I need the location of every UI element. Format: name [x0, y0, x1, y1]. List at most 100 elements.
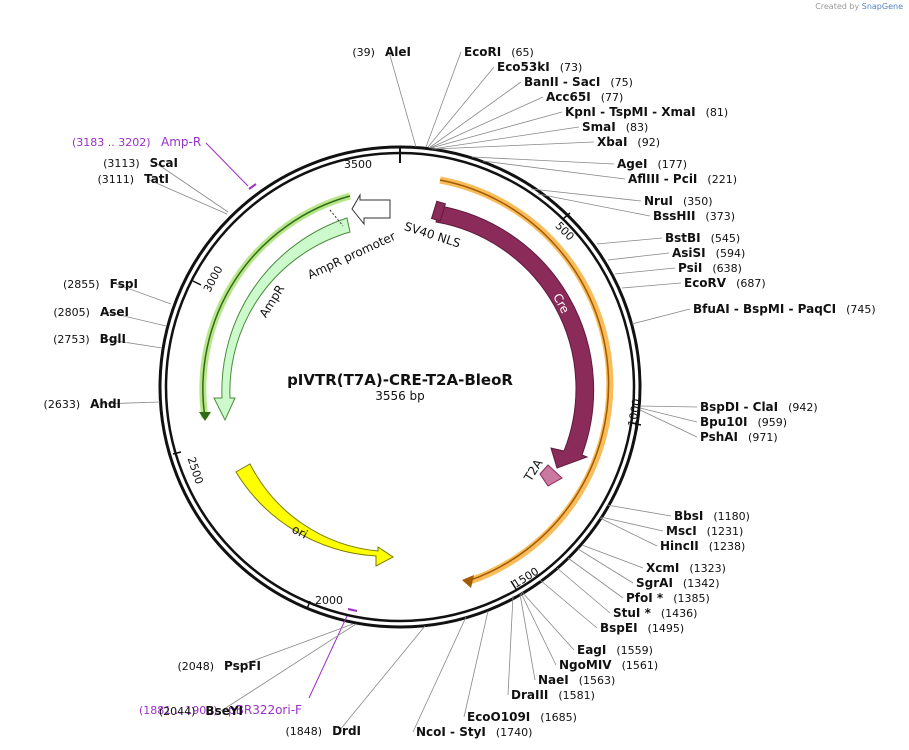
credit-prefix: Created by [815, 2, 860, 11]
enzyme-site[interactable]: Acc65I (77) [429, 90, 623, 149]
enzyme-leader-line [103, 338, 163, 349]
enzyme-site[interactable]: (2753) BglI [53, 332, 163, 349]
enzyme-site[interactable]: NcoI - StyI (1740) [412, 616, 532, 739]
enzyme-leader-line [431, 126, 580, 150]
feature-label-ori: ori [290, 522, 310, 542]
enzyme-site[interactable]: AflIII - PciI (221) [482, 160, 737, 186]
enzyme-label: EcoRI (65) [464, 45, 534, 59]
enzyme-name: EcoRV [684, 276, 727, 290]
enzyme-position: (745) [846, 303, 876, 316]
enzyme-site[interactable]: SmaI (83) [431, 120, 648, 150]
enzyme-site[interactable]: EcoO109I (1685) [463, 610, 577, 724]
enzyme-name: EagI [577, 643, 606, 657]
enzyme-site[interactable]: NaeI (1563) [519, 593, 615, 687]
enzyme-position: (3111) [97, 173, 134, 186]
enzyme-position: (3113) [103, 157, 140, 170]
enzyme-site[interactable]: (2048) PspFI [177, 623, 354, 673]
enzyme-site[interactable]: EcoRV (687) [621, 276, 766, 290]
enzyme-leader-line [146, 178, 228, 215]
enzyme-leader-line [600, 516, 664, 532]
enzyme-label: (3111) TatI [97, 172, 169, 186]
enzyme-site[interactable]: XbaI (92) [433, 135, 660, 150]
enzyme-position: (2805) [53, 306, 90, 319]
enzyme-name: MscI [666, 524, 697, 538]
enzyme-site[interactable]: PshAI (971) [639, 409, 778, 444]
enzyme-site[interactable]: KpnI - TspMI - XmaI (81) [430, 105, 728, 149]
enzyme-site[interactable]: (2805) AseI [53, 305, 167, 327]
enzyme-label: StuI * (1436) [613, 606, 697, 620]
enzyme-position: (373) [705, 210, 735, 223]
enzyme-site[interactable]: (2633) AhdI [44, 397, 161, 411]
enzyme-name: BssHII [653, 209, 695, 223]
tick-label: 1500 [510, 565, 541, 591]
enzyme-name: PfoI * [626, 591, 664, 605]
enzyme-name: AsiSI [672, 246, 706, 260]
enzyme-position: (545) [711, 232, 741, 245]
tick-label: 3000 [201, 264, 226, 295]
enzyme-site[interactable]: PsiI (638) [614, 261, 742, 275]
ampr-promoter-divider [329, 209, 344, 227]
enzyme-label: (3113) ScaI [103, 156, 178, 170]
enzyme-label: Bpu10I (959) [700, 415, 787, 429]
enzyme-position: (350) [683, 195, 713, 208]
enzyme-label: EcoO109I (1685) [467, 710, 577, 724]
enzyme-site[interactable]: MscI (1231) [600, 516, 743, 538]
enzyme-site[interactable]: EcoRI (65) [425, 45, 534, 148]
primer-amp-r[interactable]: (3183 .. 3202) Amp-R [72, 135, 257, 190]
enzyme-position: (39) [352, 46, 375, 59]
enzyme-site[interactable]: Bpu10I (959) [639, 407, 787, 429]
enzyme-site[interactable]: (2855) FspI [63, 277, 172, 305]
primer-position: (1881 .. 1900) [139, 704, 218, 717]
enzyme-site[interactable]: EagI (1559) [521, 591, 653, 657]
enzyme-site[interactable]: NgoMIV (1561) [520, 592, 659, 672]
enzyme-site[interactable]: PfoI * (1385) [567, 557, 710, 605]
enzyme-site[interactable]: AgeI (177) [471, 156, 687, 171]
enzyme-leader-line [433, 141, 595, 150]
plasmid-size: 3556 bp [375, 389, 425, 403]
enzyme-leader-line [482, 160, 626, 180]
enzyme-label: PshAI (971) [700, 430, 778, 444]
enzyme-position: (1238) [709, 540, 746, 553]
enzyme-label: XcmI (1323) [646, 561, 726, 575]
enzyme-site[interactable]: (39) AleI [352, 45, 417, 148]
enzyme-site[interactable]: BspDI - ClaI (942) [639, 400, 818, 414]
enzyme-position: (1561) [622, 659, 659, 672]
enzyme-site[interactable]: (1848) DrdI [285, 625, 426, 738]
enzyme-leader-line [614, 267, 676, 275]
enzyme-site[interactable]: BfuAI - BspMI - PaqCI (745) [631, 302, 876, 325]
primer-leader [308, 615, 348, 699]
enzyme-leader-line [507, 595, 514, 696]
enzyme-site[interactable]: SgrAI (1342) [577, 548, 719, 590]
enzyme-leader-line [607, 252, 670, 261]
enzyme-label: BspDI - ClaI (942) [700, 400, 818, 414]
enzyme-site[interactable]: (2044) BseYI [159, 623, 357, 718]
enzyme-site[interactable]: (3113) ScaI [103, 156, 229, 213]
enzyme-site[interactable]: BbsI (1180) [606, 504, 750, 523]
enzyme-site[interactable]: (3111) TatI [97, 172, 228, 215]
enzyme-position: (1436) [661, 607, 698, 620]
enzyme-name: AleI [385, 45, 411, 59]
enzyme-site[interactable]: BspEI (1495) [539, 579, 685, 635]
sv40-nls-block [430, 200, 447, 222]
enzyme-site[interactable]: Eco53kI (73) [427, 60, 582, 148]
enzyme-site[interactable]: DraIII (1581) [507, 595, 595, 702]
enzyme-label: HincII (1238) [660, 539, 745, 553]
enzyme-site[interactable]: NruI (350) [530, 188, 713, 208]
enzyme-site[interactable]: HincII (1238) [599, 517, 745, 553]
enzyme-site[interactable]: AsiSI (594) [607, 246, 745, 261]
enzyme-position: (2048) [177, 660, 214, 673]
enzyme-site[interactable]: BssHII (373) [537, 193, 735, 223]
enzyme-site[interactable]: StuI * (1436) [556, 567, 697, 620]
enzyme-position: (1559) [616, 644, 653, 657]
enzyme-position: (687) [736, 277, 766, 290]
enzyme-position: (2044) [159, 705, 196, 718]
enzyme-site[interactable]: XcmI (1323) [581, 544, 726, 575]
enzyme-position: (221) [707, 173, 737, 186]
primer-pbr322ori-f[interactable]: (1881 .. 1900) pBR322ori-F [139, 608, 358, 717]
enzyme-position: (1495) [648, 622, 685, 635]
enzyme-name: FspI [110, 277, 138, 291]
enzyme-site[interactable]: BstBI (545) [596, 231, 741, 245]
tick-label: 3500 [344, 158, 372, 171]
enzyme-site[interactable]: BanII - SacI (75) [428, 75, 633, 149]
